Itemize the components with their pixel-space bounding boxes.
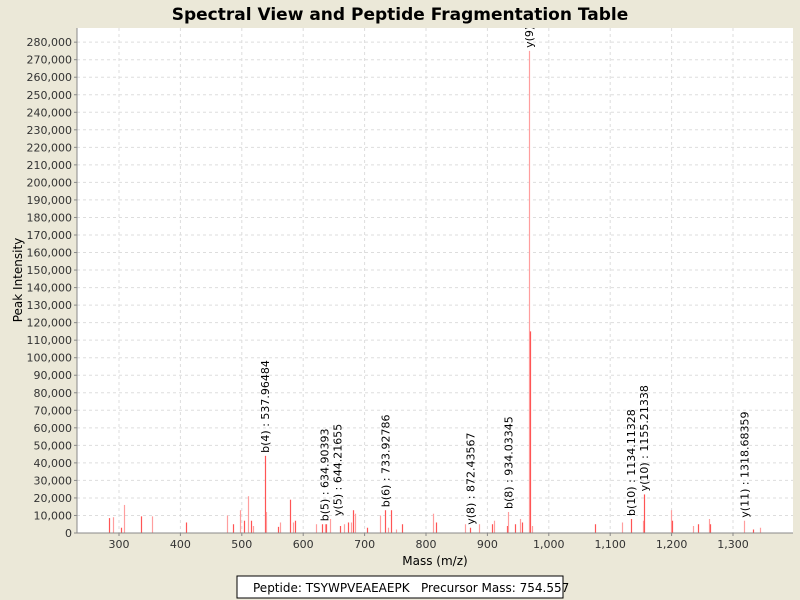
peak-annotation: y(8) : 872.43567 (464, 432, 477, 524)
x-tick-label: 1,300 (717, 538, 749, 551)
peak-annotation: b(6) : 733.92786 (379, 414, 392, 507)
x-tick-label: 700 (354, 538, 375, 551)
y-tick-label: 30,000 (34, 474, 73, 487)
chart-title: Spectral View and Peptide Fragmentation … (172, 5, 629, 25)
x-tick-label: 900 (477, 538, 498, 551)
x-tick-label: 400 (170, 538, 191, 551)
y-tick-label: 270,000 (27, 54, 73, 67)
x-tick-label: 300 (109, 538, 130, 551)
x-tick-label: 500 (231, 538, 252, 551)
y-tick-label: 230,000 (27, 124, 73, 137)
y-tick-label: 140,000 (27, 282, 73, 295)
y-tick-label: 0 (65, 527, 72, 540)
x-tick-label: 1,100 (594, 538, 626, 551)
legend-box (236, 575, 564, 599)
y-tick-label: 120,000 (27, 317, 73, 330)
x-tick-label: 600 (293, 538, 314, 551)
y-tick-label: 90,000 (34, 369, 73, 382)
x-tick-label: 800 (416, 538, 437, 551)
y-tick-label: 260,000 (27, 71, 73, 84)
y-tick-label: 150,000 (27, 264, 73, 277)
peak-annotation: y(9) : (523, 19, 536, 48)
y-tick-label: 40,000 (34, 457, 73, 470)
y-tick-label: 160,000 (27, 247, 73, 260)
peak-annotation: b(8) : 934.03345 (502, 416, 515, 509)
y-tick-label: 240,000 (27, 106, 73, 119)
legend-peptide: Peptide: TSYWPVEAEAEPK (253, 581, 411, 595)
y-tick-label: 80,000 (34, 387, 73, 400)
y-tick-label: 180,000 (27, 211, 73, 224)
y-tick-label: 250,000 (27, 89, 73, 102)
peak-annotation: y(5) : 644.21655 (332, 424, 345, 516)
peak-annotation: y(10) : 1155.21338 (638, 385, 651, 491)
legend: Peptide: TSYWPVEAEAEPK Precursor Mass: 7… (236, 575, 569, 599)
y-tick-label: 60,000 (34, 422, 73, 435)
y-tick-label: 110,000 (27, 334, 73, 347)
y-tick-label: 50,000 (34, 439, 73, 452)
y-tick-label: 130,000 (27, 299, 73, 312)
peak-annotation: y(11) : 1318.68359 (738, 411, 751, 517)
y-tick-label: 20,000 (34, 492, 73, 505)
legend-precursor: Precursor Mass: 754.557 (421, 581, 569, 595)
y-tick-label: 190,000 (27, 194, 73, 207)
y-tick-label: 70,000 (34, 404, 73, 417)
x-tick-label: 1,000 (533, 538, 565, 551)
grid (77, 28, 793, 533)
x-axis-label: Mass (m/z) (402, 554, 467, 568)
y-tick-label: 100,000 (27, 352, 73, 365)
plot-area (77, 28, 793, 533)
annotations: b(4) : 537.96484 b(5) : 634.90393 y(5) : 6… (259, 19, 751, 525)
y-tick-label: 170,000 (27, 229, 73, 242)
x-ticks: 300 400 500 600 700 800 900 1,000 1,100 1,200 1,30… (109, 533, 749, 551)
peak-annotation: b(10) : 1134.11328 (625, 409, 638, 516)
peak-annotation: b(4) : 537.96484 (259, 360, 272, 453)
y-tick-label: 220,000 (27, 141, 73, 154)
peaks (108, 50, 762, 533)
y-tick-label: 210,000 (27, 159, 73, 172)
y-tick-label: 280,000 (27, 36, 73, 49)
x-tick-label: 1,200 (656, 538, 688, 551)
y-tick-label: 200,000 (27, 176, 73, 189)
peak-annotation: b(5) : 634.90393 (319, 428, 332, 521)
y-axis-label: Peak Intensity (11, 238, 25, 323)
y-tick-label: 10,000 (34, 509, 73, 522)
y-ticks: 0 10,000 20,000 30,000 40,000 50,000 60,000 70,… (27, 36, 77, 540)
